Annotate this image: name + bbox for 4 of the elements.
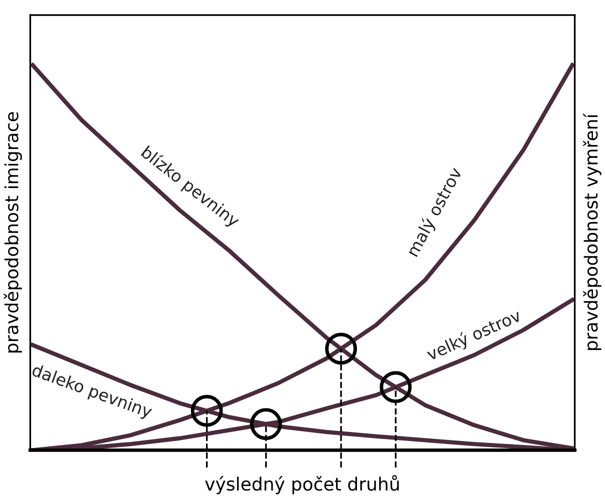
text: velký ostrov	[425, 308, 524, 364]
y-axis-title: pravděpodobnost imigrace	[4, 112, 22, 353]
y2-axis-title: pravděpodobnost vymření	[583, 113, 602, 350]
x-axis-title: výsledný počet druhů	[205, 475, 399, 494]
